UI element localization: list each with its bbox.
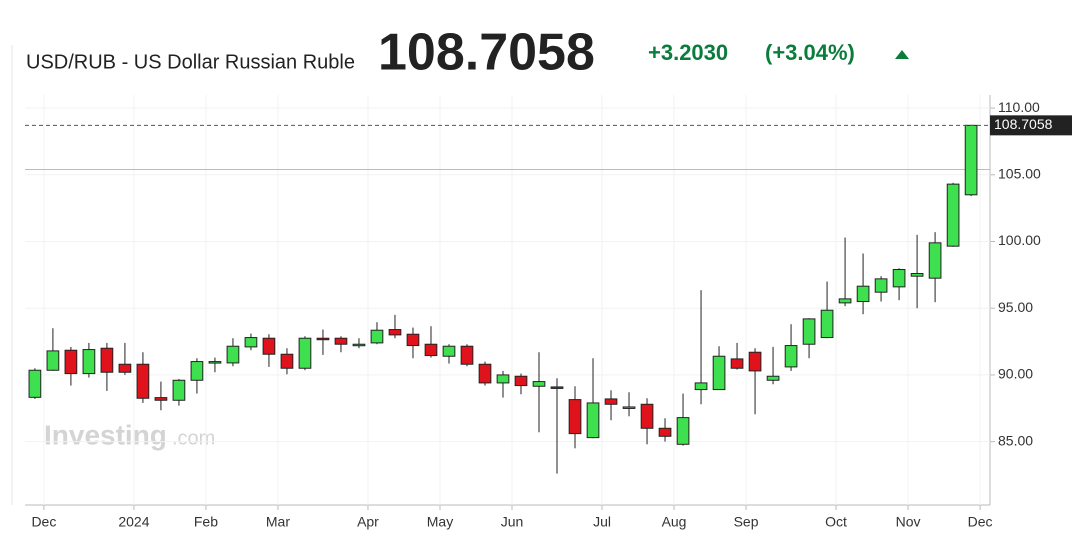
candle-body: [568, 399, 582, 435]
candle-body: [604, 398, 618, 405]
candle-body: [442, 345, 456, 357]
candle-body: [388, 329, 402, 336]
candle-body: [64, 349, 78, 375]
x-tick-label: Dec: [31, 514, 56, 530]
x-tick-label: Dec: [968, 514, 993, 530]
price: 108.7058: [378, 24, 595, 82]
candle-body: [460, 345, 474, 365]
candle-body: [550, 386, 564, 389]
candle-body: [28, 369, 42, 398]
candle-body: [712, 355, 726, 391]
x-tick-label: Mar: [266, 514, 290, 530]
candle-body: [928, 242, 942, 279]
last-price-label: 108.7058: [994, 116, 1053, 132]
candle-body: [820, 309, 834, 339]
candle-body: [334, 337, 348, 345]
candle-body: [730, 358, 744, 369]
candle-body: [244, 337, 258, 348]
candle-body: [766, 375, 780, 381]
candle-body: [946, 183, 960, 247]
candle-body: [856, 285, 870, 303]
candle-body: [46, 350, 60, 371]
x-tick-label: Aug: [662, 514, 687, 530]
candle-body: [208, 361, 222, 364]
candle-body: [748, 351, 762, 372]
candle-body: [478, 363, 492, 384]
candle-body: [586, 402, 600, 439]
candle-body: [514, 375, 528, 387]
candle-body: [262, 337, 276, 355]
candle-body: [154, 397, 168, 401]
candle-body: [532, 381, 546, 387]
x-tick-label: Nov: [896, 514, 921, 530]
x-tick-label: Oct: [825, 514, 847, 530]
y-tick-label: 110.00: [998, 99, 1040, 115]
candle-body: [964, 124, 978, 196]
change-pct: (+3.04%): [765, 40, 855, 65]
candle-body: [298, 337, 312, 369]
candle-body: [226, 345, 240, 364]
candle-body: [100, 347, 114, 373]
change: +3.2030: [648, 40, 728, 65]
x-tick-label: Jul: [593, 514, 611, 530]
candle-body: [496, 374, 510, 384]
y-tick-label: 105.00: [998, 165, 1041, 181]
candle-body: [640, 403, 654, 429]
candle-body: [676, 417, 690, 445]
candle-body: [190, 361, 204, 381]
title: USD/RUB - US Dollar Russian Ruble: [26, 51, 355, 73]
candle-body: [658, 427, 672, 437]
candle-body: [136, 363, 150, 399]
watermark: Investing: [44, 419, 167, 450]
x-tick-label: Sep: [734, 514, 759, 530]
last-price-tag: [990, 115, 1072, 136]
y-tick-label: 90.00: [998, 366, 1033, 382]
x-tick-label: May: [427, 514, 453, 530]
y-tick-label: 85.00: [998, 432, 1033, 448]
candle-body: [280, 353, 294, 369]
candle-body: [892, 269, 906, 288]
x-tick-label: Jun: [501, 514, 524, 530]
candle-body: [838, 298, 852, 304]
candle-body: [352, 343, 366, 347]
x-tick-label: Apr: [357, 514, 379, 530]
candle-body: [694, 382, 708, 391]
candle-body: [82, 349, 96, 375]
candle-body: [316, 337, 330, 341]
x-tick-label: 2024: [118, 514, 149, 530]
candle-body: [802, 318, 816, 345]
watermark-suffix: .com: [172, 427, 215, 449]
candle-body: [118, 363, 132, 373]
candle-body: [424, 343, 438, 357]
up-arrow: [895, 50, 909, 59]
candle-body: [622, 406, 636, 409]
x-tick-label: Feb: [194, 514, 218, 530]
y-tick-label: 95.00: [998, 299, 1033, 315]
candle-body: [910, 273, 924, 277]
y-tick-label: 100.00: [998, 232, 1041, 248]
candle-body: [172, 379, 186, 401]
candle-body: [784, 345, 798, 368]
candle-body: [406, 333, 420, 347]
candle-body: [874, 278, 888, 293]
candle-body: [370, 329, 384, 344]
